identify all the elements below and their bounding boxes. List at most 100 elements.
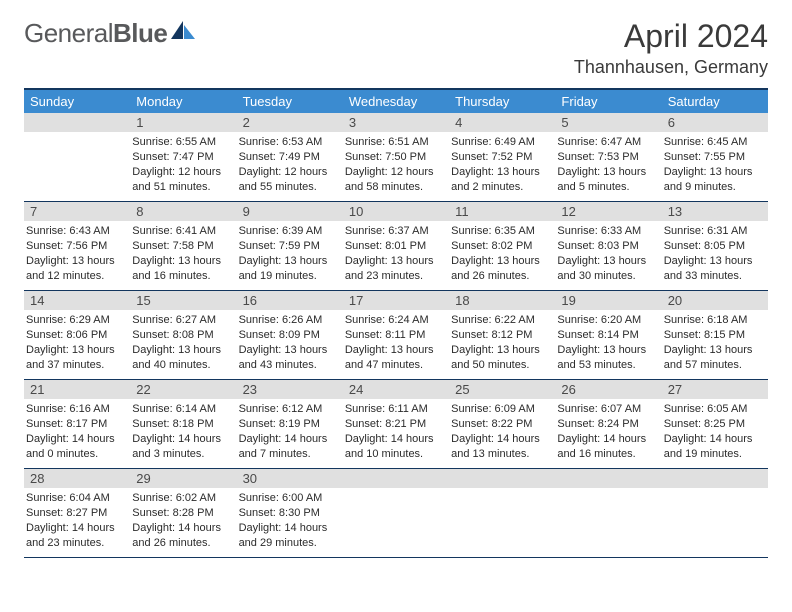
- daylight-line: Daylight: 12 hours and 58 minutes.: [345, 165, 445, 195]
- day-cell: [555, 469, 661, 557]
- sunset-line: Sunset: 8:18 PM: [132, 417, 232, 432]
- day-cell: 12Sunrise: 6:33 AMSunset: 8:03 PMDayligh…: [555, 202, 661, 290]
- sail-icon: [169, 19, 197, 41]
- day-cell: 13Sunrise: 6:31 AMSunset: 8:05 PMDayligh…: [662, 202, 768, 290]
- day-cell: 5Sunrise: 6:47 AMSunset: 7:53 PMDaylight…: [555, 113, 661, 201]
- sunset-line: Sunset: 8:06 PM: [26, 328, 126, 343]
- day-number: [555, 469, 661, 488]
- day-cell: [343, 469, 449, 557]
- sunrise-line: Sunrise: 6:12 AM: [239, 402, 339, 417]
- sunrise-line: Sunrise: 6:22 AM: [451, 313, 551, 328]
- day-number: 9: [237, 202, 343, 221]
- month-title: April 2024: [574, 18, 768, 55]
- weeks-container: 1Sunrise: 6:55 AMSunset: 7:47 PMDaylight…: [24, 113, 768, 558]
- sunrise-line: Sunrise: 6:29 AM: [26, 313, 126, 328]
- day-number: 5: [555, 113, 661, 132]
- day-number: [24, 113, 130, 132]
- day-number: [662, 469, 768, 488]
- sunset-line: Sunset: 8:28 PM: [132, 506, 232, 521]
- day-cell: 19Sunrise: 6:20 AMSunset: 8:14 PMDayligh…: [555, 291, 661, 379]
- sunrise-line: Sunrise: 6:27 AM: [132, 313, 232, 328]
- week-row: 1Sunrise: 6:55 AMSunset: 7:47 PMDaylight…: [24, 113, 768, 202]
- daylight-line: Daylight: 14 hours and 13 minutes.: [451, 432, 551, 462]
- day-number: 22: [130, 380, 236, 399]
- sunset-line: Sunset: 8:05 PM: [664, 239, 764, 254]
- daylight-line: Daylight: 12 hours and 51 minutes.: [132, 165, 232, 195]
- daylight-line: Daylight: 13 hours and 26 minutes.: [451, 254, 551, 284]
- sunrise-line: Sunrise: 6:43 AM: [26, 224, 126, 239]
- day-details: Sunrise: 6:11 AMSunset: 8:21 PMDaylight:…: [343, 399, 449, 464]
- weekday-sun: Sunday: [24, 90, 130, 113]
- daylight-line: Daylight: 13 hours and 57 minutes.: [664, 343, 764, 373]
- weekday-wed: Wednesday: [343, 90, 449, 113]
- day-cell: 1Sunrise: 6:55 AMSunset: 7:47 PMDaylight…: [130, 113, 236, 201]
- day-details: Sunrise: 6:14 AMSunset: 8:18 PMDaylight:…: [130, 399, 236, 464]
- sunrise-line: Sunrise: 6:26 AM: [239, 313, 339, 328]
- weekday-sat: Saturday: [662, 90, 768, 113]
- day-number: 23: [237, 380, 343, 399]
- weekday-mon: Monday: [130, 90, 236, 113]
- daylight-line: Daylight: 14 hours and 3 minutes.: [132, 432, 232, 462]
- daylight-line: Daylight: 13 hours and 9 minutes.: [664, 165, 764, 195]
- day-details: Sunrise: 6:26 AMSunset: 8:09 PMDaylight:…: [237, 310, 343, 375]
- daylight-line: Daylight: 13 hours and 37 minutes.: [26, 343, 126, 373]
- day-number: 6: [662, 113, 768, 132]
- day-cell: 16Sunrise: 6:26 AMSunset: 8:09 PMDayligh…: [237, 291, 343, 379]
- day-cell: 26Sunrise: 6:07 AMSunset: 8:24 PMDayligh…: [555, 380, 661, 468]
- day-number: 11: [449, 202, 555, 221]
- day-details: Sunrise: 6:00 AMSunset: 8:30 PMDaylight:…: [237, 488, 343, 553]
- day-cell: 17Sunrise: 6:24 AMSunset: 8:11 PMDayligh…: [343, 291, 449, 379]
- daylight-line: Daylight: 14 hours and 26 minutes.: [132, 521, 232, 551]
- day-number: 19: [555, 291, 661, 310]
- day-cell: 21Sunrise: 6:16 AMSunset: 8:17 PMDayligh…: [24, 380, 130, 468]
- sunrise-line: Sunrise: 6:00 AM: [239, 491, 339, 506]
- daylight-line: Daylight: 14 hours and 0 minutes.: [26, 432, 126, 462]
- sunset-line: Sunset: 7:56 PM: [26, 239, 126, 254]
- day-cell: 24Sunrise: 6:11 AMSunset: 8:21 PMDayligh…: [343, 380, 449, 468]
- day-cell: 15Sunrise: 6:27 AMSunset: 8:08 PMDayligh…: [130, 291, 236, 379]
- day-details: Sunrise: 6:37 AMSunset: 8:01 PMDaylight:…: [343, 221, 449, 286]
- sunset-line: Sunset: 8:24 PM: [557, 417, 657, 432]
- day-cell: 3Sunrise: 6:51 AMSunset: 7:50 PMDaylight…: [343, 113, 449, 201]
- logo-part2: Blue: [113, 18, 167, 48]
- location: Thannhausen, Germany: [574, 57, 768, 78]
- day-cell: 4Sunrise: 6:49 AMSunset: 7:52 PMDaylight…: [449, 113, 555, 201]
- sunset-line: Sunset: 8:11 PM: [345, 328, 445, 343]
- daylight-line: Daylight: 13 hours and 47 minutes.: [345, 343, 445, 373]
- sunset-line: Sunset: 7:52 PM: [451, 150, 551, 165]
- sunset-line: Sunset: 8:12 PM: [451, 328, 551, 343]
- day-details: Sunrise: 6:29 AMSunset: 8:06 PMDaylight:…: [24, 310, 130, 375]
- sunset-line: Sunset: 8:22 PM: [451, 417, 551, 432]
- daylight-line: Daylight: 13 hours and 40 minutes.: [132, 343, 232, 373]
- daylight-line: Daylight: 14 hours and 10 minutes.: [345, 432, 445, 462]
- day-cell: 23Sunrise: 6:12 AMSunset: 8:19 PMDayligh…: [237, 380, 343, 468]
- sunrise-line: Sunrise: 6:04 AM: [26, 491, 126, 506]
- day-cell: 29Sunrise: 6:02 AMSunset: 8:28 PMDayligh…: [130, 469, 236, 557]
- sunrise-line: Sunrise: 6:18 AM: [664, 313, 764, 328]
- daylight-line: Daylight: 13 hours and 16 minutes.: [132, 254, 232, 284]
- sunrise-line: Sunrise: 6:31 AM: [664, 224, 764, 239]
- day-cell: 6Sunrise: 6:45 AMSunset: 7:55 PMDaylight…: [662, 113, 768, 201]
- day-number: 29: [130, 469, 236, 488]
- day-number: 16: [237, 291, 343, 310]
- day-details: Sunrise: 6:55 AMSunset: 7:47 PMDaylight:…: [130, 132, 236, 197]
- day-number: 30: [237, 469, 343, 488]
- daylight-line: Daylight: 12 hours and 55 minutes.: [239, 165, 339, 195]
- day-number: 4: [449, 113, 555, 132]
- day-cell: 9Sunrise: 6:39 AMSunset: 7:59 PMDaylight…: [237, 202, 343, 290]
- day-number: 12: [555, 202, 661, 221]
- day-number: 28: [24, 469, 130, 488]
- sunrise-line: Sunrise: 6:16 AM: [26, 402, 126, 417]
- sunset-line: Sunset: 8:09 PM: [239, 328, 339, 343]
- day-number: 13: [662, 202, 768, 221]
- daylight-line: Daylight: 13 hours and 23 minutes.: [345, 254, 445, 284]
- day-number: 20: [662, 291, 768, 310]
- day-details: Sunrise: 6:49 AMSunset: 7:52 PMDaylight:…: [449, 132, 555, 197]
- sunrise-line: Sunrise: 6:11 AM: [345, 402, 445, 417]
- sunset-line: Sunset: 7:47 PM: [132, 150, 232, 165]
- daylight-line: Daylight: 13 hours and 53 minutes.: [557, 343, 657, 373]
- day-number: 27: [662, 380, 768, 399]
- day-details: Sunrise: 6:45 AMSunset: 7:55 PMDaylight:…: [662, 132, 768, 197]
- day-details: Sunrise: 6:09 AMSunset: 8:22 PMDaylight:…: [449, 399, 555, 464]
- day-details: Sunrise: 6:22 AMSunset: 8:12 PMDaylight:…: [449, 310, 555, 375]
